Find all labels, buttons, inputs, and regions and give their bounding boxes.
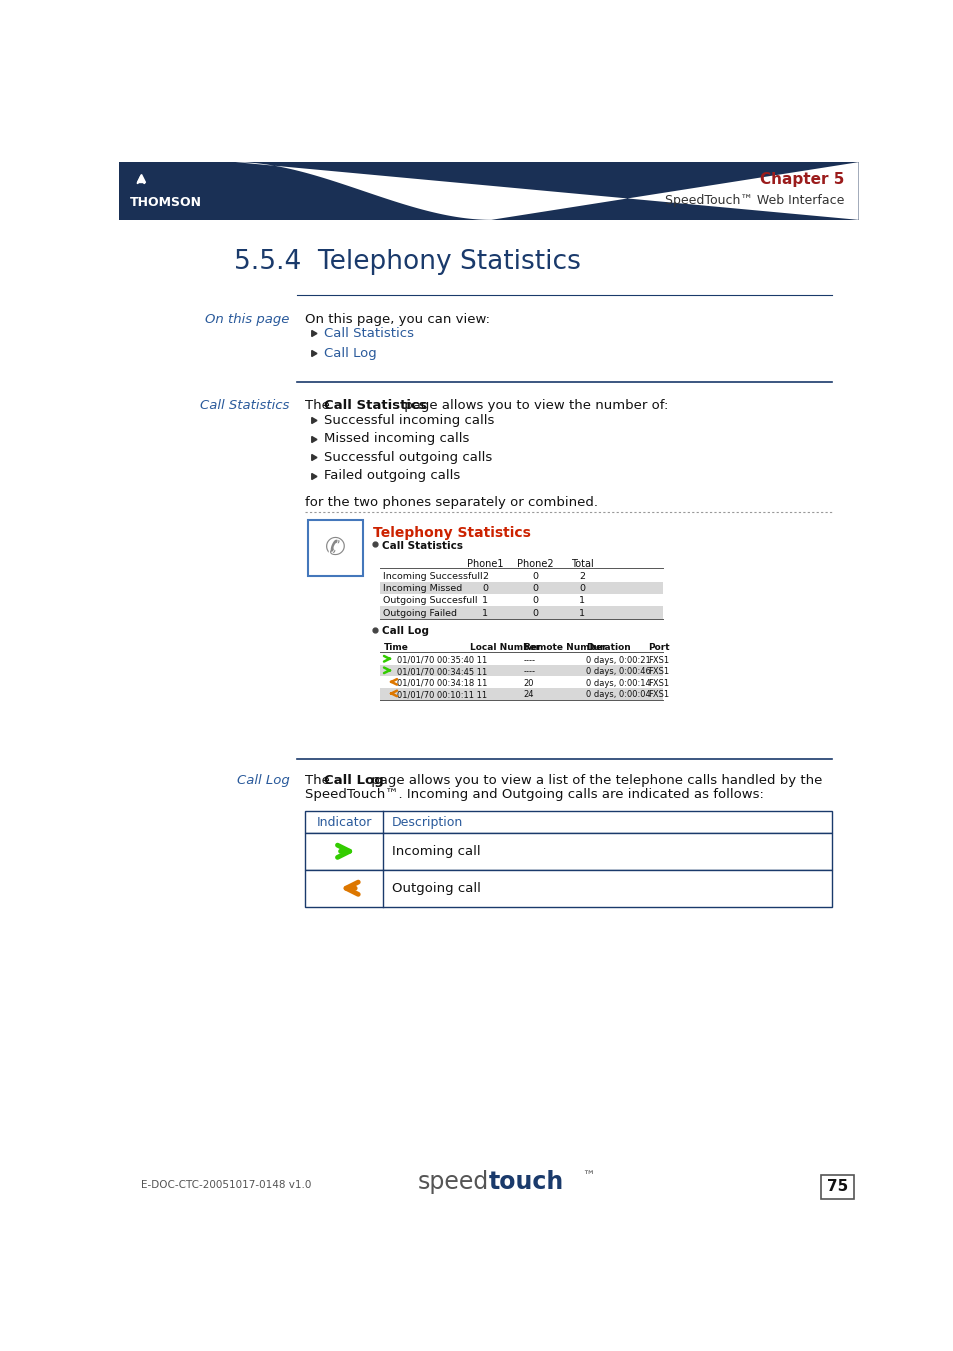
Bar xyxy=(821,1175,853,1198)
Text: Call Log: Call Log xyxy=(236,774,290,788)
Text: FXS1: FXS1 xyxy=(647,690,668,700)
Bar xyxy=(380,688,662,700)
Text: 1: 1 xyxy=(578,609,584,617)
Bar xyxy=(307,520,363,576)
Text: Incoming call: Incoming call xyxy=(392,844,480,858)
Text: 0: 0 xyxy=(578,584,584,593)
Bar xyxy=(380,607,662,619)
Text: Incoming Missed: Incoming Missed xyxy=(382,584,461,593)
Text: On this page: On this page xyxy=(205,313,290,326)
Text: Call Log: Call Log xyxy=(381,627,429,636)
Text: Call Log: Call Log xyxy=(323,347,376,359)
Text: 2: 2 xyxy=(481,571,488,581)
Text: Telephony Statistics: Telephony Statistics xyxy=(373,526,530,539)
Text: Call Statistics: Call Statistics xyxy=(323,327,414,339)
Text: 1: 1 xyxy=(481,596,488,605)
Text: THOMSON: THOMSON xyxy=(130,196,202,208)
Text: Failed outgoing calls: Failed outgoing calls xyxy=(323,469,459,482)
Text: ----: ---- xyxy=(523,655,536,665)
Text: Phone1: Phone1 xyxy=(466,559,503,569)
Text: Local Number: Local Number xyxy=(469,643,539,653)
Text: ----: ---- xyxy=(523,667,536,677)
Text: 0 days, 0:00:46: 0 days, 0:00:46 xyxy=(585,667,650,677)
Text: 24: 24 xyxy=(523,690,534,700)
Text: Time: Time xyxy=(384,643,409,653)
Text: 75: 75 xyxy=(826,1178,847,1194)
Text: Call Statistics: Call Statistics xyxy=(323,400,426,412)
Text: FXS1: FXS1 xyxy=(647,655,668,665)
Text: 2: 2 xyxy=(578,571,584,581)
Text: for the two phones separately or combined.: for the two phones separately or combine… xyxy=(305,496,598,509)
Text: FXS1: FXS1 xyxy=(647,678,668,688)
Bar xyxy=(119,162,858,220)
Text: Description: Description xyxy=(392,816,463,828)
Text: 0: 0 xyxy=(481,584,488,593)
Text: 0: 0 xyxy=(532,571,537,581)
Text: Phone2: Phone2 xyxy=(517,559,553,569)
Text: page allows you to view a list of the telephone calls handled by the: page allows you to view a list of the te… xyxy=(367,774,821,788)
Text: 01/01/70 00:34:45 11: 01/01/70 00:34:45 11 xyxy=(397,667,487,677)
Text: Successful outgoing calls: Successful outgoing calls xyxy=(323,450,492,463)
Text: 01/01/70 00:34:18 11: 01/01/70 00:34:18 11 xyxy=(397,678,487,688)
Text: Call Statistics: Call Statistics xyxy=(381,540,462,551)
Text: ✆: ✆ xyxy=(325,536,346,559)
Text: 0: 0 xyxy=(532,609,537,617)
Bar xyxy=(380,582,662,594)
Text: Outgoing Failed: Outgoing Failed xyxy=(382,609,456,617)
Text: 0 days, 0:00:21: 0 days, 0:00:21 xyxy=(585,655,650,665)
Text: 0: 0 xyxy=(532,584,537,593)
Text: Call Statistics: Call Statistics xyxy=(200,400,290,412)
Bar xyxy=(380,594,662,607)
Bar xyxy=(380,654,662,665)
Text: The: The xyxy=(305,400,334,412)
Text: Missed incoming calls: Missed incoming calls xyxy=(323,432,469,444)
Text: Indicator: Indicator xyxy=(316,816,372,828)
Text: Incoming Successfull: Incoming Successfull xyxy=(382,571,482,581)
Text: Total: Total xyxy=(570,559,593,569)
Text: 01/01/70 00:10:11 11: 01/01/70 00:10:11 11 xyxy=(397,690,487,700)
Text: page allows you to view the number of:: page allows you to view the number of: xyxy=(399,400,667,412)
Text: 0 days, 0:00:04: 0 days, 0:00:04 xyxy=(585,690,650,700)
Bar xyxy=(380,570,662,582)
Text: SpeedTouch™. Incoming and Outgoing calls are indicated as follows:: SpeedTouch™. Incoming and Outgoing calls… xyxy=(305,788,763,801)
Text: 0 days, 0:00:14: 0 days, 0:00:14 xyxy=(585,678,650,688)
Bar xyxy=(305,811,831,832)
Text: Chapter 5: Chapter 5 xyxy=(760,172,843,186)
Text: Outgoing Succesfull: Outgoing Succesfull xyxy=(382,596,476,605)
Text: Duration: Duration xyxy=(585,643,630,653)
Bar xyxy=(380,677,662,688)
Text: 01/01/70 00:35:40 11: 01/01/70 00:35:40 11 xyxy=(397,655,487,665)
Text: SpeedTouch™ Web Interface: SpeedTouch™ Web Interface xyxy=(664,195,843,207)
Text: speed: speed xyxy=(417,1170,488,1194)
Text: 1: 1 xyxy=(481,609,488,617)
Text: Outgoing call: Outgoing call xyxy=(392,882,480,894)
Text: On this page, you can view:: On this page, you can view: xyxy=(305,313,490,326)
Text: touch: touch xyxy=(488,1170,563,1194)
Bar xyxy=(380,665,662,677)
Bar xyxy=(305,870,831,907)
Text: 1: 1 xyxy=(578,596,584,605)
Text: FXS1: FXS1 xyxy=(647,667,668,677)
Text: 5.5.4  Telephony Statistics: 5.5.4 Telephony Statistics xyxy=(233,249,580,276)
Text: Successful incoming calls: Successful incoming calls xyxy=(323,413,494,427)
Text: Port: Port xyxy=(647,643,669,653)
Text: 0: 0 xyxy=(532,596,537,605)
Text: Call Log: Call Log xyxy=(323,774,383,788)
Polygon shape xyxy=(235,162,858,220)
Text: The: The xyxy=(305,774,334,788)
Bar xyxy=(305,832,831,870)
Text: E-DOC-CTC-20051017-0148 v1.0: E-DOC-CTC-20051017-0148 v1.0 xyxy=(141,1179,311,1190)
Text: Remote Number: Remote Number xyxy=(523,643,606,653)
Text: ™: ™ xyxy=(581,1170,594,1183)
Text: 20: 20 xyxy=(523,678,534,688)
